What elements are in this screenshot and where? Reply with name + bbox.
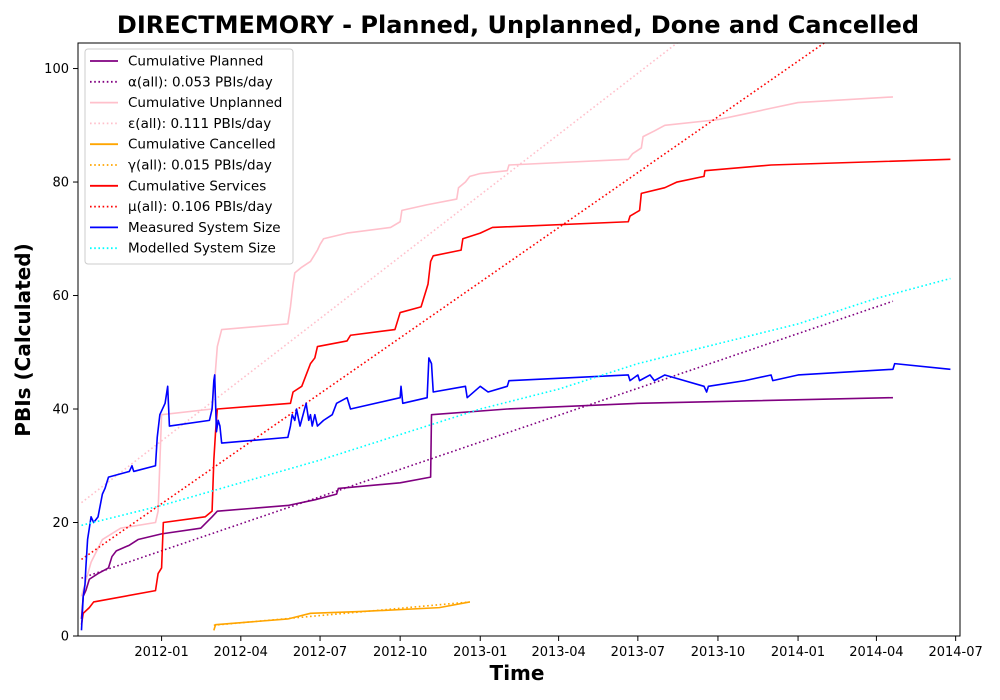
y-axis-label: PBIs (Calculated)	[11, 243, 35, 436]
legend-label: α(all): 0.053 PBIs/day	[128, 74, 273, 90]
x-tick-label: 2012-07	[293, 645, 347, 660]
x-tick-label: 2012-01	[134, 645, 188, 660]
x-tick-label: 2014-01	[771, 645, 825, 660]
series-line-4	[80, 43, 678, 504]
legend-label: Measured System Size	[128, 220, 281, 236]
legend-label: Cumulative Unplanned	[128, 95, 282, 111]
chart-title: DIRECTMEMORY - Planned, Unplanned, Done …	[117, 11, 919, 39]
series-line-6	[213, 601, 470, 627]
y-axis: 0 20 40 60 80 100	[44, 62, 78, 645]
legend-box	[84, 48, 294, 265]
x-tick-label: 2013-01	[453, 645, 507, 660]
legend-label: Cumulative Cancelled	[128, 137, 276, 153]
y-tick-label: 20	[52, 516, 69, 531]
x-tick-label: 2013-04	[531, 645, 585, 660]
x-tick-label: 2013-07	[611, 645, 665, 660]
y-tick-label: 0	[61, 630, 69, 645]
legend-label: μ(all): 0.106 PBIs/day	[128, 199, 272, 215]
series-line-9	[80, 357, 951, 631]
legend-label: Cumulative Services	[128, 178, 266, 194]
y-tick-label: 80	[52, 176, 69, 191]
series-layer	[80, 43, 951, 631]
x-axis-label: Time	[490, 661, 545, 685]
series-line-2	[81, 300, 894, 579]
legend-label: ε(all): 0.111 PBIs/day	[128, 116, 271, 132]
y-tick-label: 40	[52, 403, 69, 418]
series-line-10	[81, 277, 951, 527]
x-tick-label: 2012-10	[373, 645, 427, 660]
x-tick-label: 2014-04	[849, 645, 903, 660]
x-tick-label: 2012-04	[214, 645, 268, 660]
x-tick-label: 2014-07	[928, 645, 982, 660]
series-line-1	[80, 396, 893, 620]
y-tick-label: 100	[44, 62, 69, 77]
legend: Cumulative Planned α(all): 0.053 PBIs/day…	[84, 48, 294, 265]
plot-area	[77, 42, 961, 637]
legend-label: Modelled System Size	[128, 241, 276, 257]
x-tick-label: 2013-10	[691, 645, 745, 660]
legend-label: Cumulative Planned	[128, 54, 264, 70]
series-line-7	[80, 158, 951, 625]
x-axis: 2012-01 2012-04 2012-07 2012-10 2013-01 2013-…	[134, 636, 983, 660]
series-line-5	[213, 601, 470, 631]
y-tick-label: 60	[52, 289, 69, 304]
legend-label: γ(all): 0.015 PBIs/day	[128, 158, 272, 174]
